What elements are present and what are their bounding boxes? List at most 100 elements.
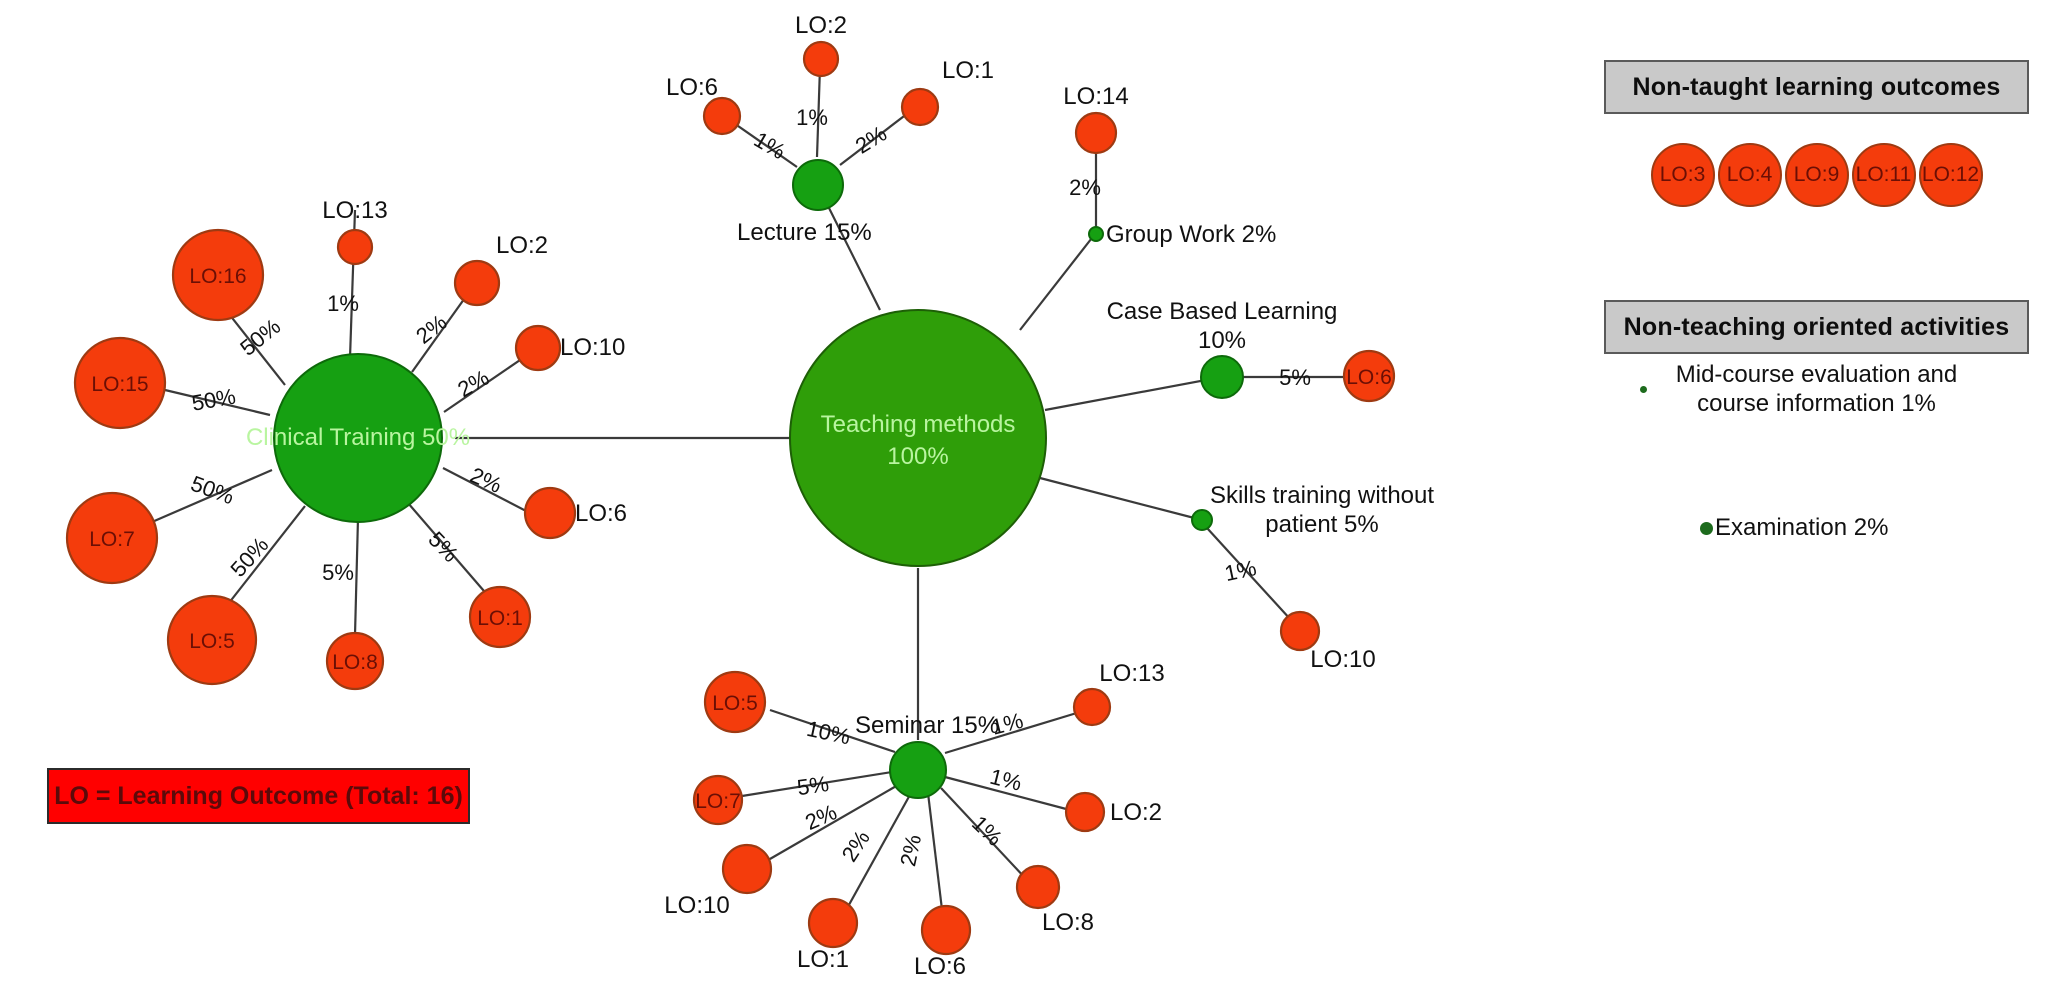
node-lecture-label: Lecture 15% (737, 219, 872, 246)
node-lo-clinical-lo6-label: LO:6 (575, 500, 627, 527)
edge-center-case-based-learning (1044, 375, 1223, 412)
node-teaching-methods-label-line2: 100% (887, 443, 948, 470)
node-lo-clinical-lo13[interactable]: LO:13 (322, 197, 388, 266)
node-lo-seminar-lo7[interactable]: LO:7 (692, 774, 744, 826)
node-lo-lecture-lo6-label: LO:6 (666, 74, 718, 101)
node-lo-seminar-lo2-label: LO:2 (1110, 799, 1162, 826)
node-lo-seminar-lo1[interactable]: LO:1 (797, 897, 859, 973)
non-taught-lo-item[interactable]: LO:11 (1851, 143, 1916, 207)
node-lecture[interactable]: Lecture 15% (737, 159, 872, 246)
non-taught-lo-item[interactable]: LO:3 (1650, 143, 1715, 207)
node-lo-clinical-lo16-label: LO:16 (189, 265, 246, 288)
node-lo-clinical-lo15[interactable]: LO:15 (73, 336, 167, 430)
node-lo-lecture-lo6[interactable]: LO:6 (666, 74, 742, 136)
edge-label-clinical-lo15: 50% (190, 383, 238, 415)
node-lo-seminar-lo7-label: LO:7 (695, 790, 741, 813)
node-lo-clinical-lo10-label: LO:10 (560, 334, 625, 361)
node-lo-clinical-lo8[interactable]: LO:8 (325, 631, 385, 691)
edge-label-seminar-lo7: 5% (795, 771, 830, 800)
edge-seminar-lo5 (769, 708, 896, 754)
node-lo-caselearning-lo6-label: LO:6 (1346, 366, 1392, 389)
node-lo-clinical-lo2-label: LO:2 (496, 232, 548, 259)
node-lo-lecture-lo1[interactable]: LO:1 (900, 57, 994, 127)
node-lo-clinical-lo5[interactable]: LO:5 (166, 594, 258, 686)
edge-label-clinical-lo6: 2% (466, 462, 505, 498)
node-clinical-training[interactable]: Clinical Training 50% (246, 353, 470, 523)
edge-label-group-caselearning: 5% (1279, 365, 1311, 390)
non-taught-lo-item[interactable]: LO:12 (1918, 143, 1983, 207)
node-teaching-methods-label-line1: Teaching methods (821, 411, 1016, 438)
edge-label-clinical-lo2: 2% (411, 309, 451, 348)
node-lo-clinical-lo15-label: LO:15 (91, 373, 148, 396)
node-lo-clinical-lo5-label: LO:5 (189, 630, 235, 653)
edge-label-seminar-lo1: 2% (837, 826, 875, 866)
node-lo-clinical-lo8-label: LO:8 (332, 651, 378, 674)
edge-label-seminar-lo6: 2% (895, 832, 926, 868)
node-lo-skills-lo10-label: LO:10 (1310, 646, 1375, 673)
node-teaching-methods[interactable]: Teaching methods 100% (789, 309, 1047, 567)
node-lo-seminar-lo13[interactable]: LO:13 (1072, 660, 1165, 727)
edge-label-lecture-lo2: 1% (796, 105, 828, 130)
node-skills-training-label-line1: Skills training without (1210, 482, 1434, 509)
edge-group-seminar (741, 708, 1081, 919)
non-taught-lo-item[interactable]: LO:4 (1717, 143, 1782, 207)
node-lo-seminar-lo2[interactable]: LO:2 (1064, 791, 1162, 833)
edge-skills-lo10 (1206, 527, 1292, 621)
edge-center-skills-training (1039, 476, 1203, 522)
edge-seminar-lo13 (944, 710, 1081, 755)
node-skills-training[interactable]: Skills training without patient 5% (1191, 482, 1434, 538)
green-dot-icon (1700, 521, 1713, 535)
node-lo-groupwork-lo14[interactable]: LO:14 (1063, 83, 1129, 155)
non-teaching-item-mid-course: Mid-course evaluation and course informa… (1640, 360, 1980, 419)
edge-label-clinical-lo8: 5% (322, 560, 354, 585)
non-taught-lo-item[interactable]: LO:9 (1784, 143, 1849, 207)
edge-label-seminar-lo2: 1% (987, 764, 1024, 796)
edge-clinical-lo6 (442, 467, 529, 513)
node-lo-clinical-lo10[interactable]: LO:10 (514, 324, 625, 372)
edge-center-group-work (1019, 233, 1096, 331)
node-lo-clinical-lo7[interactable]: LO:7 (65, 491, 159, 585)
edge-lecture-lo6 (727, 118, 798, 168)
edge-seminar-lo8 (940, 787, 1028, 881)
edge-label-seminar-lo10: 2% (801, 799, 840, 835)
node-case-based-learning[interactable]: Case Based Learning 10% (1107, 298, 1338, 399)
node-lo-skills-lo10[interactable]: LO:10 (1279, 610, 1376, 673)
edge-clinical-lo2 (411, 294, 468, 373)
edge-clinical-lo5 (224, 505, 306, 609)
edge-seminar-lo1 (844, 792, 912, 913)
edge-label-caselearning-lo6: 5% (1279, 365, 1311, 390)
node-lo-seminar-lo6[interactable]: LO:6 (914, 904, 972, 980)
non-teaching-item-examination: Examination 2% (1700, 514, 1888, 542)
edge-lecture-lo1 (839, 109, 913, 166)
node-lo-groupwork-lo14-label: LO:14 (1063, 83, 1128, 110)
edge-label-group-skills: 1% (1222, 555, 1258, 586)
edge-lecture-lo2 (815, 66, 822, 158)
node-lo-lecture-lo1-label: LO:1 (942, 57, 994, 84)
edge-seminar-lo6 (926, 792, 945, 919)
edge-label-group-lecture: 1% 1% 2% (750, 105, 891, 164)
node-lo-clinical-lo2[interactable]: LO:2 (453, 232, 548, 307)
node-lo-lecture-lo2[interactable]: LO:2 (795, 12, 847, 78)
node-lo-clinical-lo16[interactable]: LO:16 (171, 228, 265, 322)
node-lo-clinical-lo13-label: LO:13 (322, 197, 387, 224)
edge-clinical-lo8 (353, 517, 360, 636)
panel-non-teaching-title: Non-teaching oriented activities (1604, 300, 2029, 354)
node-group-work[interactable]: Group Work 2% (1088, 221, 1276, 248)
node-lo-caselearning-lo6[interactable]: LO:6 (1342, 349, 1396, 403)
non-taught-learning-outcomes-row: LO:3 LO:4 LO:9 LO:11 LO:12 (1604, 140, 2029, 210)
node-lo-seminar-lo10[interactable]: LO:10 (664, 843, 773, 919)
node-seminar[interactable]: Seminar 15% (855, 712, 999, 799)
non-teaching-item-mid-course-label: Mid-course evaluation and course informa… (1675, 361, 1958, 418)
node-lo-seminar-lo5[interactable]: LO:5 (703, 670, 767, 734)
edge-group-clinical-training (151, 209, 529, 636)
edge-clinical-lo7 (151, 468, 273, 524)
node-lo-seminar-lo8[interactable]: LO:8 (1015, 864, 1094, 936)
non-teaching-item-examination-label: Examination 2% (1715, 514, 1889, 541)
edge-group-skills-training (1206, 527, 1292, 621)
edge-label-group-groupwork: 2% (1069, 175, 1101, 200)
node-lo-clinical-lo1[interactable]: LO:1 (468, 585, 532, 649)
node-skills-training-label-line2: patient 5% (1265, 511, 1378, 538)
node-case-based-learning-label-line2: 10% (1198, 327, 1246, 354)
node-lo-clinical-lo6[interactable]: LO:6 (523, 486, 627, 540)
